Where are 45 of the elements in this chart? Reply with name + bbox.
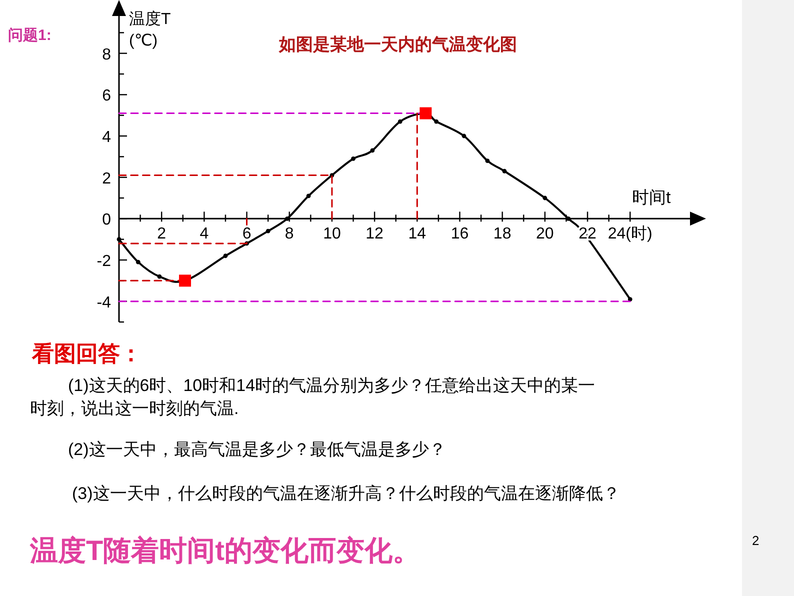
x-tick-label: 16 xyxy=(450,226,469,243)
point xyxy=(223,254,228,258)
text: (3)这一天中，什么时段的气温在逐渐升高？什么时段的气温在逐渐降低？ xyxy=(72,484,620,503)
text: 如图是某地一天内的气温变化图 xyxy=(278,35,517,54)
text: 问题1: xyxy=(8,27,52,44)
x-tick-label: 4 xyxy=(200,226,209,243)
y-tick-label: 8 xyxy=(102,46,112,64)
point xyxy=(502,168,507,174)
x-tick-label: 20 xyxy=(536,226,554,243)
point xyxy=(306,194,311,198)
y-tick-label: -4 xyxy=(96,294,112,312)
y-tick-label: 4 xyxy=(102,129,112,146)
point xyxy=(434,119,439,124)
point xyxy=(370,148,375,153)
point xyxy=(157,274,162,279)
y-tick-label: 6 xyxy=(102,88,112,105)
x-tick-label: 2 xyxy=(157,226,166,243)
point xyxy=(351,156,356,161)
point xyxy=(116,237,122,242)
x-axis-title: 时间t xyxy=(632,188,671,207)
x-tick-label: 8 xyxy=(284,226,294,243)
y-tick-label: -2 xyxy=(96,253,112,270)
point xyxy=(285,216,290,221)
point xyxy=(566,216,571,221)
point xyxy=(136,260,140,264)
x-tick-label: 24(时) xyxy=(608,224,652,243)
y-tick-label: 0 xyxy=(102,212,112,229)
text: 2 xyxy=(752,533,760,548)
x-tick-label: 14 xyxy=(408,226,426,243)
x-tick-label: 12 xyxy=(366,226,384,243)
point xyxy=(462,134,466,138)
text: 温度T随着时间t的变化而变化。 xyxy=(29,535,420,566)
text: 看图回答： xyxy=(31,341,142,366)
point xyxy=(266,228,270,234)
y-tick-label: 2 xyxy=(102,170,112,188)
point xyxy=(420,107,432,120)
text: (1)这天的6时、10时和14时的气温分别为多少？任意给出这天中的某一时刻，说出这一时刻的气温. xyxy=(30,376,596,418)
point xyxy=(179,274,192,287)
x-tick-label: 18 xyxy=(493,226,512,243)
point xyxy=(485,158,490,163)
x-tick-label: 10 xyxy=(323,226,341,243)
point xyxy=(398,119,402,124)
y-axis-title: 温度T (℃) xyxy=(129,10,171,50)
point xyxy=(542,196,548,200)
text: (2)这一天中，最高气温是多少？最低气温是多少？ xyxy=(68,440,446,459)
